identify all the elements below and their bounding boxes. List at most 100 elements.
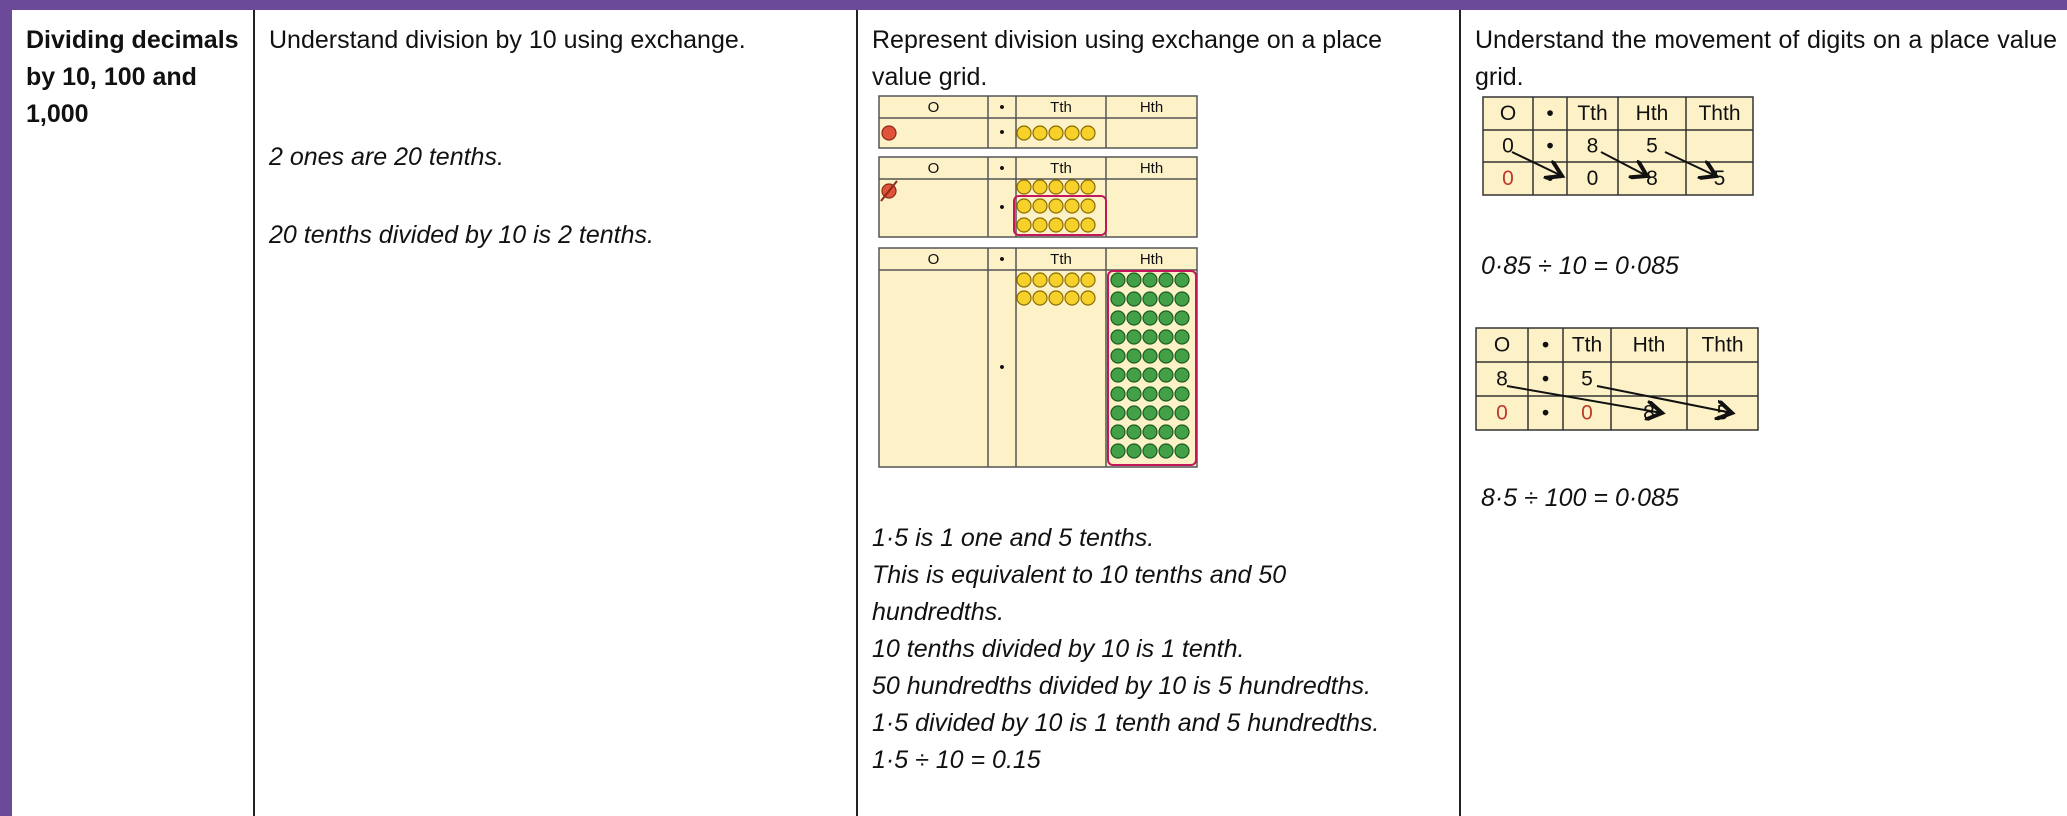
grid-box xyxy=(1475,327,1759,431)
arrow xyxy=(1600,151,1647,176)
counter xyxy=(1126,386,1142,402)
group-outline xyxy=(1107,270,1197,466)
counter xyxy=(1142,424,1158,440)
counter xyxy=(1142,386,1158,402)
counter xyxy=(1142,272,1158,288)
counter xyxy=(1126,443,1142,459)
grid-digit: • xyxy=(1546,135,1553,158)
grid-header: Thth xyxy=(1698,102,1740,125)
counter xyxy=(1126,310,1142,326)
grid-digit: 8 xyxy=(1643,402,1655,425)
counter xyxy=(1158,272,1174,288)
counter xyxy=(1174,310,1190,326)
grid-header: Hth xyxy=(1140,160,1163,177)
grid-digit: 8 xyxy=(1587,135,1599,158)
grid-digit: • xyxy=(1542,368,1549,391)
grid-header: O xyxy=(1500,102,1516,125)
counter xyxy=(1064,179,1080,195)
grid-digit: 0 xyxy=(1581,402,1593,425)
counter xyxy=(1016,125,1032,141)
counter xyxy=(1158,329,1174,345)
text-line: 10 tenths divided by 10 is 1 tenth. xyxy=(872,635,1245,663)
counter xyxy=(1174,348,1190,364)
counter xyxy=(1110,367,1126,383)
counter xyxy=(1126,291,1142,307)
grid-digit: 0 xyxy=(1587,167,1599,190)
grid-header: • xyxy=(999,99,1004,116)
counter xyxy=(1142,310,1158,326)
counter xyxy=(1032,290,1048,306)
left-border xyxy=(0,0,12,816)
grid-header: • xyxy=(999,251,1004,268)
counter xyxy=(1174,272,1190,288)
counter xyxy=(1158,386,1174,402)
grid-header: Tth xyxy=(1050,99,1072,116)
counter xyxy=(1064,198,1080,214)
topic: Dividing decimals by 10, 100 and 1,000 xyxy=(26,26,239,128)
counter xyxy=(1016,217,1032,233)
counter xyxy=(1110,405,1126,421)
equation: 8·5 ÷ 100 = 0·085 xyxy=(1481,484,1679,512)
counter xyxy=(1064,272,1080,288)
grid-header: Hth xyxy=(1636,102,1669,125)
counter xyxy=(1016,198,1032,214)
counter xyxy=(1080,217,1096,233)
counter xyxy=(1158,405,1174,421)
counter xyxy=(1048,217,1064,233)
counter xyxy=(1174,424,1190,440)
grid-header: Thth xyxy=(1701,334,1743,357)
grid-header: Hth xyxy=(1140,99,1163,116)
grid-digit: 0 xyxy=(1502,167,1514,190)
counter xyxy=(1126,348,1142,364)
counter xyxy=(1110,310,1126,326)
arrow xyxy=(1511,151,1562,176)
decimal-point: • xyxy=(999,199,1004,216)
grid-header: • xyxy=(1542,334,1549,357)
counter xyxy=(1110,386,1126,402)
grid-header: Hth xyxy=(1140,251,1163,268)
counter xyxy=(1064,125,1080,141)
heading: Understand the movement of digits on a p… xyxy=(1475,26,2057,91)
counter xyxy=(1110,348,1126,364)
grid-digit: 0 xyxy=(1502,135,1514,158)
counter xyxy=(1126,424,1142,440)
text-line: 20 tenths divided by 10 is 2 tenths. xyxy=(269,221,654,249)
counter xyxy=(1158,310,1174,326)
grid-digit: 5 xyxy=(1717,402,1729,425)
counter xyxy=(1032,217,1048,233)
counter xyxy=(1174,367,1190,383)
grid-header: • xyxy=(1546,102,1553,125)
counter xyxy=(1110,443,1126,459)
counter xyxy=(1064,290,1080,306)
counter xyxy=(1126,329,1142,345)
group-outline xyxy=(1013,195,1107,236)
counter xyxy=(1174,329,1190,345)
text-line: 1·5 ÷ 10 = 0.15 xyxy=(872,746,1041,774)
counter xyxy=(1110,272,1126,288)
counter xyxy=(1126,272,1142,288)
text-line: 1·5 is 1 one and 5 tenths. xyxy=(872,524,1155,552)
grid-digit: 0 xyxy=(1496,402,1508,425)
text-line: 2 ones are 20 tenths. xyxy=(269,143,504,171)
arrow xyxy=(1506,385,1662,413)
text-line: This is equivalent to 10 tenths and 50 h… xyxy=(872,561,1287,626)
counter xyxy=(1142,367,1158,383)
grid-header: • xyxy=(999,160,1004,177)
counter xyxy=(1158,367,1174,383)
counter xyxy=(1110,424,1126,440)
decimal-point: • xyxy=(999,124,1004,141)
equation: 0·85 ÷ 10 = 0·085 xyxy=(1481,252,1679,280)
counter xyxy=(1048,272,1064,288)
counter xyxy=(1142,443,1158,459)
counter xyxy=(1048,125,1064,141)
counter xyxy=(1048,198,1064,214)
counter xyxy=(1158,348,1174,364)
grid-digit: 5 xyxy=(1581,368,1593,391)
counter xyxy=(1174,291,1190,307)
heading: Represent division using exchange on a p… xyxy=(872,26,1383,91)
counter xyxy=(1142,405,1158,421)
counter xyxy=(1158,424,1174,440)
cross-out xyxy=(880,180,898,202)
grid-header: O xyxy=(928,99,940,116)
